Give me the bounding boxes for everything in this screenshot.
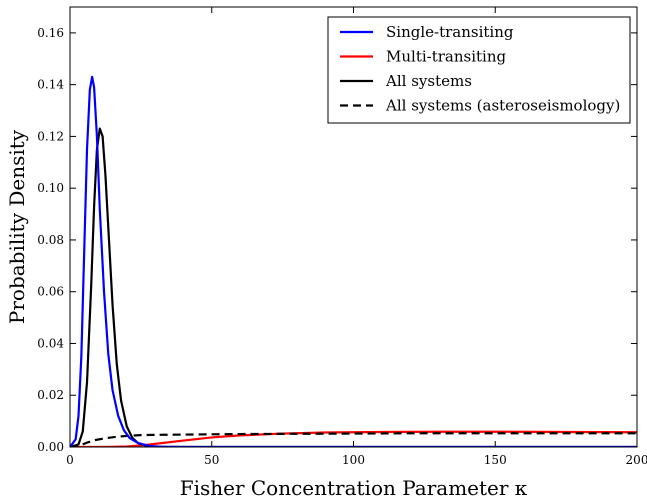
x-tick-label: 200	[626, 453, 647, 467]
y-tick-label: 0.00	[37, 440, 64, 454]
y-tick-label: 0.10	[37, 181, 64, 195]
series-layer	[70, 75, 637, 447]
y-tick-label: 0.08	[37, 233, 64, 247]
x-tick-label: 150	[484, 453, 507, 467]
legend-label-2: Multi-transiting	[386, 48, 506, 66]
legend-label-3: All systems	[385, 72, 472, 90]
y-axis-title: Probability Density	[5, 129, 29, 324]
x-tick-label: 0	[66, 453, 74, 467]
x-tick-label: 50	[204, 453, 219, 467]
y-tick-label: 0.16	[37, 26, 64, 40]
series-line-1	[70, 75, 637, 447]
x-tick-label: 100	[342, 453, 365, 467]
y-tick-label: 0.12	[37, 129, 64, 143]
legend-box	[327, 16, 631, 124]
x-axis-title: Fisher Concentration Parameter κ	[180, 476, 528, 500]
legend-label-1: Single-transiting	[386, 23, 514, 41]
y-tick-label: 0.06	[37, 285, 64, 299]
y-tick-label: 0.14	[37, 78, 64, 92]
legend: Single-transiting Multi-transiting All sys…	[327, 16, 631, 124]
y-tick-label: 0.04	[37, 336, 64, 350]
series-line-3	[70, 127, 637, 447]
series-line-4	[70, 432, 637, 447]
ticks-layer: 0 50 100 150 200 0.00 0.02 0.04 0.06 0.08 0.10 0.12…	[37, 7, 647, 467]
y-tick-label: 0.02	[37, 388, 64, 402]
legend-label-4: All systems (asteroseismology)	[385, 97, 620, 115]
